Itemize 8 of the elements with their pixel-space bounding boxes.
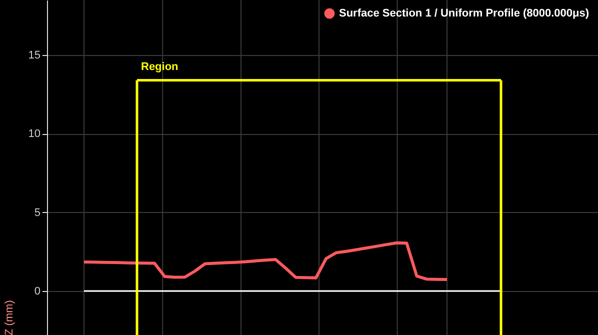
y-tick-label: 10 — [28, 128, 40, 140]
y-tick-label: 0 — [34, 285, 40, 298]
ref-line-label: Region — [141, 61, 179, 74]
line-series — [82, 241, 448, 281]
y-tick-label: 15 — [28, 50, 40, 62]
y-axis-title: Z (mm) — [3, 300, 16, 335]
legend-label: Surface Section 1 / Uniform Profile (8000.000μs) — [339, 8, 590, 20]
y-tick-label: 5 — [34, 206, 40, 219]
